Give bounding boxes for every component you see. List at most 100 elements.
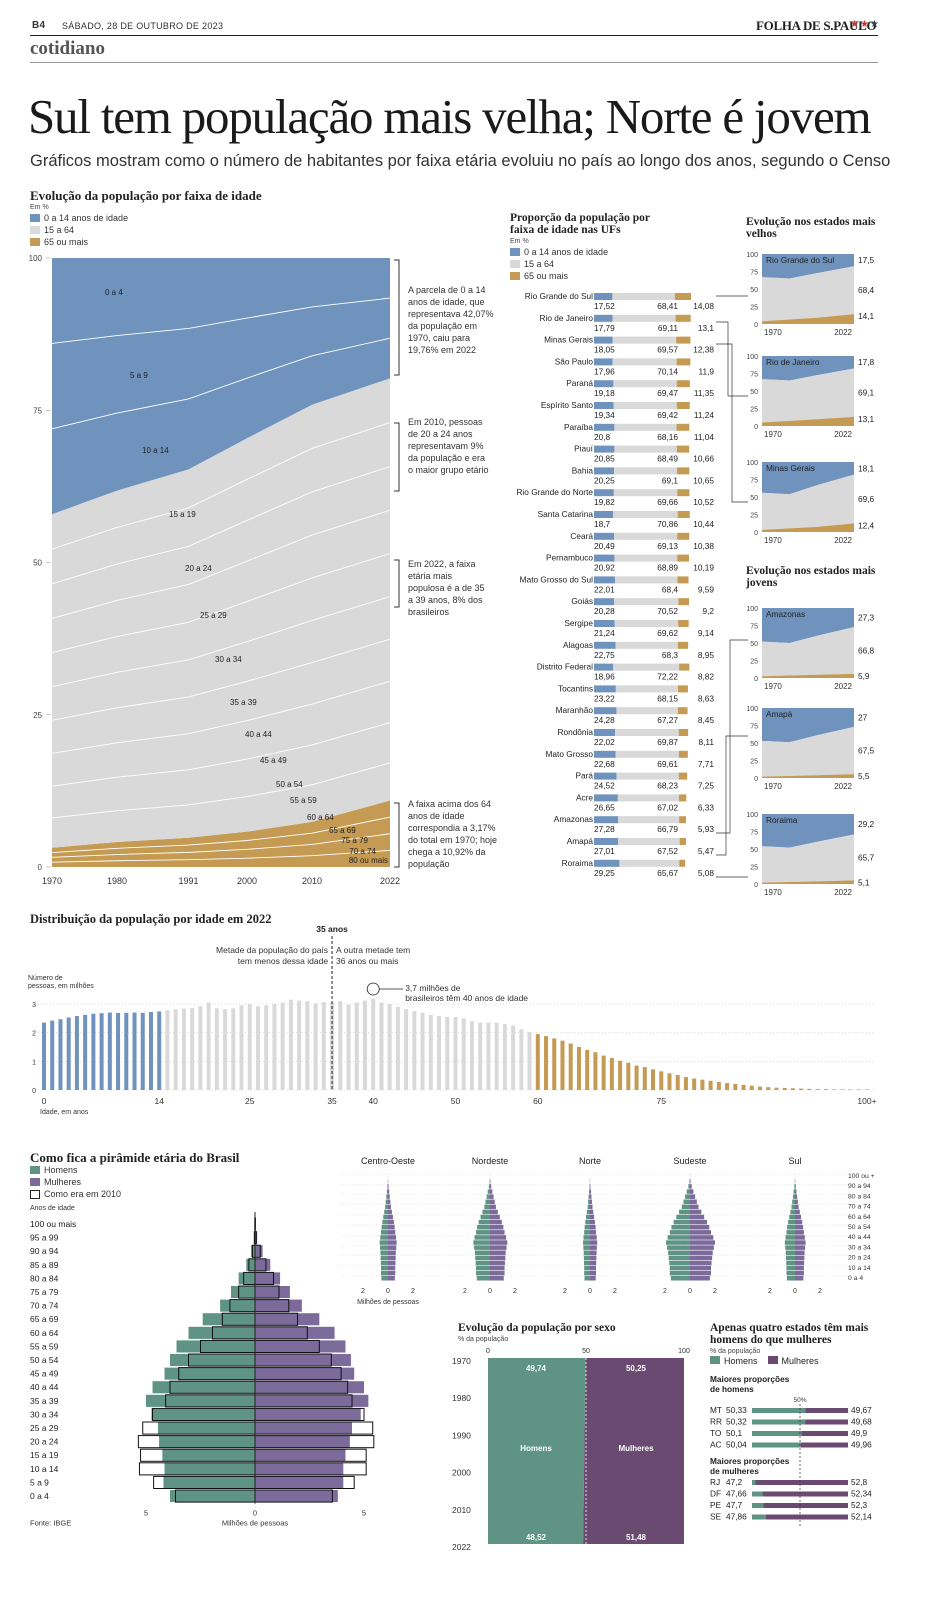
region-bar-men bbox=[670, 1276, 690, 1281]
uf-bar-old bbox=[679, 838, 686, 845]
region-bar-men bbox=[671, 1225, 690, 1230]
age-bar bbox=[741, 1084, 746, 1090]
region-bar-women bbox=[490, 1209, 498, 1215]
men-row-men-value: 50,1 bbox=[726, 1428, 743, 1438]
age-bar bbox=[535, 1034, 540, 1090]
region-bar-women bbox=[795, 1184, 796, 1189]
mini-state-name: Roraima bbox=[766, 815, 798, 825]
region-bar-men bbox=[386, 1189, 388, 1194]
age-y-tick: 0 bbox=[32, 1088, 36, 1095]
group-men-line2: de homens bbox=[710, 1384, 754, 1394]
uf-name: Bahia bbox=[572, 465, 594, 475]
region-x-tick: 0 bbox=[386, 1288, 390, 1295]
region-bar-women bbox=[388, 1250, 396, 1255]
region-bar-men bbox=[673, 1219, 690, 1225]
mini-state-name: Rio de Janeiro bbox=[766, 357, 820, 367]
uf-value-old: 5,93 bbox=[698, 824, 715, 834]
annotation-brackets bbox=[394, 259, 400, 868]
uf-bar-adult bbox=[614, 554, 678, 562]
region-bar-women bbox=[795, 1189, 797, 1194]
sex-legend-swatch-women bbox=[767, 1356, 778, 1364]
pyramid-legend-men-label: Homens bbox=[44, 1165, 78, 1175]
mini-y-tick: 25 bbox=[750, 407, 758, 414]
uf-bar-old bbox=[677, 511, 690, 518]
age-bar bbox=[782, 1087, 787, 1090]
region-bar-women bbox=[490, 1276, 504, 1281]
y-tick-label: 50 bbox=[33, 559, 42, 568]
age-bar bbox=[478, 1022, 483, 1090]
mini-value-young: 29,2 bbox=[858, 819, 875, 829]
region-bar-men bbox=[381, 1276, 388, 1281]
young-subband-line bbox=[51, 297, 391, 344]
uf-bar-adult bbox=[618, 838, 680, 845]
region-bar-men bbox=[668, 1255, 690, 1261]
mini-area-young bbox=[762, 814, 854, 848]
uf-bar-adult bbox=[615, 641, 678, 649]
uf-value-young: 17,96 bbox=[594, 366, 615, 376]
uf-bar-old bbox=[676, 380, 690, 388]
mini-y-tick: 100 bbox=[746, 460, 758, 467]
age-bar bbox=[519, 1029, 524, 1090]
region-bar-men bbox=[786, 1276, 795, 1281]
region-bar-women bbox=[590, 1235, 597, 1240]
sex-mid-label: 50% bbox=[793, 1397, 806, 1404]
pyramid-age-label: 0 a 4 bbox=[30, 1491, 49, 1501]
region-bar-women bbox=[490, 1189, 493, 1194]
pyramid-age-label: 55 a 59 bbox=[30, 1341, 59, 1351]
section-label: cotidiano bbox=[30, 38, 105, 59]
pyramid-bar-men bbox=[238, 1272, 255, 1285]
uf-bar-old bbox=[676, 423, 690, 431]
uf-bar-adult bbox=[613, 380, 677, 388]
region-bar-women bbox=[795, 1260, 805, 1266]
uf-unit: Em % bbox=[510, 238, 529, 245]
mini-x-tick: 1970 bbox=[764, 888, 782, 897]
mini-value-adult: 69,1 bbox=[858, 388, 875, 398]
region-bar-men bbox=[488, 1184, 490, 1189]
legend-swatch-young bbox=[30, 214, 40, 222]
uf-name: Goiás bbox=[571, 596, 593, 606]
uf-bar-young bbox=[594, 750, 616, 758]
pyramid-bar-men bbox=[151, 1408, 255, 1421]
x-tick-label: 1970 bbox=[42, 876, 62, 886]
region-bar-women bbox=[590, 1189, 591, 1194]
region-bar-men bbox=[379, 1240, 388, 1245]
annotation-old: A faixa acima dos 64 anos de idade corre… bbox=[408, 799, 498, 869]
mini-value-old: 12,4 bbox=[858, 520, 875, 530]
mini-y-tick: 75 bbox=[750, 830, 758, 837]
uf-bar-young bbox=[594, 358, 613, 366]
uf-value-adult: 65,67 bbox=[657, 868, 678, 878]
region-bar-women bbox=[388, 1209, 392, 1215]
pyramid-x-tick: 5 bbox=[144, 1509, 148, 1518]
sex-area-men bbox=[488, 1358, 586, 1544]
region-bar-women bbox=[490, 1230, 505, 1235]
age-bar bbox=[420, 1012, 425, 1090]
pyramid-legend-swatch-women bbox=[30, 1178, 40, 1186]
region-bar-men bbox=[792, 1199, 795, 1204]
women-row-men-value: 47,86 bbox=[726, 1512, 747, 1522]
uf-name: Mato Grosso bbox=[546, 749, 594, 759]
region-bar-women bbox=[795, 1199, 798, 1204]
uf-value-old: 10,44 bbox=[693, 519, 714, 529]
uf-bar-adult bbox=[614, 423, 677, 431]
uf-bar-young bbox=[594, 402, 614, 409]
uf-bar-young bbox=[594, 489, 614, 497]
region-bar-women bbox=[388, 1194, 390, 1199]
age-bar bbox=[799, 1088, 804, 1090]
region-bar-men bbox=[476, 1270, 490, 1276]
pyramid-legend-swatch-2010 bbox=[30, 1189, 40, 1199]
region-bar-men bbox=[689, 1179, 690, 1184]
mini-x-tick: 2022 bbox=[834, 328, 852, 337]
region-bar-men bbox=[785, 1245, 795, 1250]
band-label: 0 a 4 bbox=[105, 288, 123, 297]
region-bar-women bbox=[490, 1255, 506, 1261]
age-bar bbox=[774, 1087, 779, 1090]
age-bar bbox=[560, 1040, 565, 1090]
mini-state-name: Minas Gerais bbox=[766, 463, 815, 473]
x-tick-label: 2000 bbox=[237, 876, 257, 886]
pyramid-age-label: 95 a 99 bbox=[30, 1233, 59, 1243]
region-pyramids-chart: Centro-Oeste 2 0 2 Nordeste 2 0 2 Norte 2 0 2 Sudest… bbox=[340, 1156, 875, 1306]
uf-bar-adult bbox=[613, 402, 677, 409]
region-bar-men bbox=[584, 1225, 590, 1230]
uf-name: Rio de Janeiro bbox=[539, 313, 593, 323]
